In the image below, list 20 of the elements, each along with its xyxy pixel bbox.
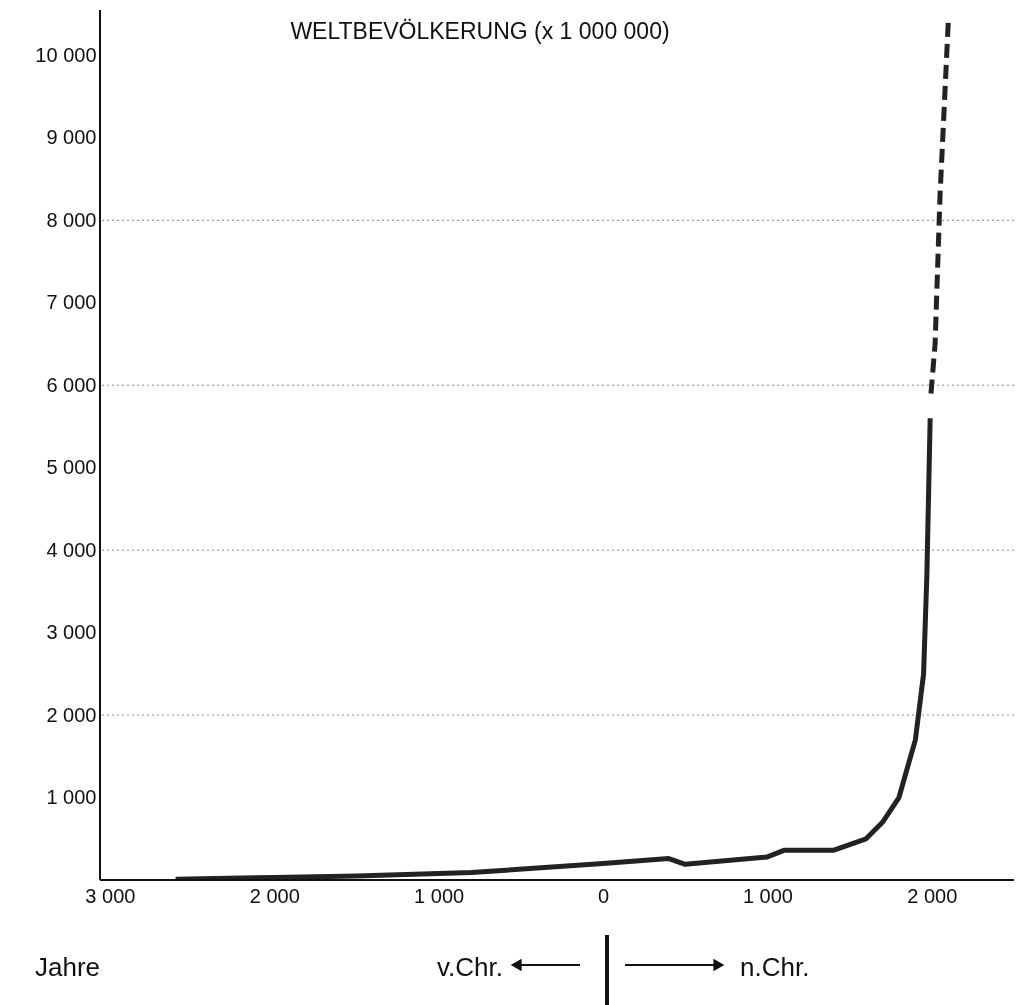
text: v.Chr. (437, 952, 503, 982)
y-tick-label: 6 000 (46, 373, 97, 396)
y-tick-label: 4 000 (46, 538, 97, 561)
x-tick-label: 0 (597, 884, 610, 907)
chart-title: WELTBEVÖLKERUNG (x 1 000 000) (290, 18, 670, 44)
text: Jahre (35, 952, 101, 982)
y-tick-label: 1 000 (46, 786, 97, 809)
text: n.Chr. (740, 952, 810, 982)
y-tick-label: 2 000 (46, 703, 97, 726)
x-tick-label: 1 000 (742, 884, 793, 907)
y-tick-label: 3 000 (46, 621, 97, 644)
x-tick-label: 2 000 (249, 884, 300, 907)
x-tick-label: 3 000 (85, 884, 136, 907)
y-tick-label: 5 000 (46, 456, 97, 479)
x-tick-label: 2 000 (907, 884, 958, 907)
y-tick-label: 8 000 (46, 208, 97, 231)
y-tick-label: 9 000 (46, 126, 97, 149)
y-tick-label: 7 000 (46, 291, 97, 314)
x-tick-label: 1 000 (414, 884, 465, 907)
y-tick-label: 10 000 (35, 43, 97, 66)
